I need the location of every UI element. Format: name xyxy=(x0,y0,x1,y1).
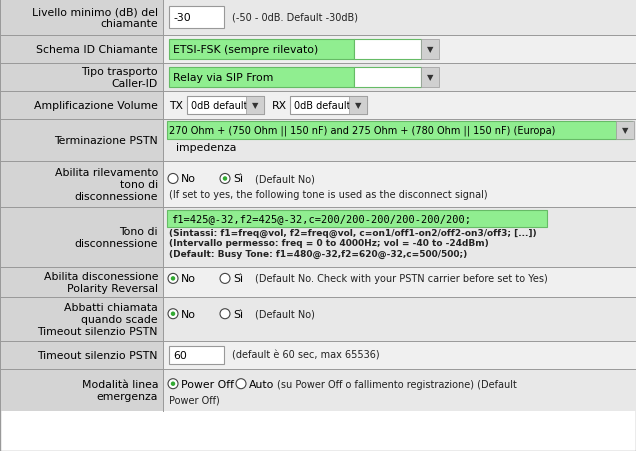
Bar xyxy=(0,341,163,369)
Bar xyxy=(163,0,636,36)
Text: Sì: Sì xyxy=(233,174,243,184)
Text: ▼: ▼ xyxy=(622,126,628,135)
Text: Relay via SIP From: Relay via SIP From xyxy=(173,73,273,83)
Text: Abilita rilevamento
tono di
disconnessione: Abilita rilevamento tono di disconnessio… xyxy=(55,168,158,201)
Text: (Intervallo permesso: freq = 0 to 4000Hz; vol = -40 to -24dBm): (Intervallo permesso: freq = 0 to 4000Hz… xyxy=(169,239,488,248)
Text: Power Off): Power Off) xyxy=(169,394,220,405)
Text: Power Off: Power Off xyxy=(181,379,234,389)
Bar xyxy=(616,122,634,139)
Bar xyxy=(163,92,636,120)
Text: Sì: Sì xyxy=(233,309,243,319)
Text: f1=425@-32,f2=425@-32,c=200/200-200/200-200/200;: f1=425@-32,f2=425@-32,c=200/200-200/200-… xyxy=(171,214,471,224)
Text: ETSI-FSK (sempre rilevato): ETSI-FSK (sempre rilevato) xyxy=(173,45,318,55)
Text: Terminazione PSTN: Terminazione PSTN xyxy=(54,136,158,146)
Bar xyxy=(0,36,163,64)
Bar xyxy=(0,0,163,36)
Text: (su Power Off o fallimento registrazione) (Default: (su Power Off o fallimento registrazione… xyxy=(277,379,517,389)
Text: (Sintassi: f1=freq@vol, f2=freq@vol, c=on1/off1-on2/off2-on3/off3; [...]): (Sintassi: f1=freq@vol, f2=freq@vol, c=o… xyxy=(169,228,537,237)
Bar xyxy=(163,297,636,341)
Text: 270 Ohm + (750 Ohm || 150 nF) and 275 Ohm + (780 Ohm || 150 nF) (Europa): 270 Ohm + (750 Ohm || 150 nF) and 275 Oh… xyxy=(169,125,555,136)
Circle shape xyxy=(170,276,176,281)
Text: (If set to yes, the following tone is used as the disconnect signal): (If set to yes, the following tone is us… xyxy=(169,190,488,200)
Text: ▼: ▼ xyxy=(355,101,361,110)
Text: (-50 - 0dB. Default -30dB): (-50 - 0dB. Default -30dB) xyxy=(232,13,358,23)
Bar xyxy=(290,97,367,115)
Text: ▼: ▼ xyxy=(427,74,433,83)
Bar xyxy=(163,267,636,297)
Bar xyxy=(246,97,264,115)
Text: (Default No. Check with your PSTN carrier before set to Yes): (Default No. Check with your PSTN carrie… xyxy=(255,274,548,284)
Circle shape xyxy=(223,177,227,181)
Text: Tono di
disconnessione: Tono di disconnessione xyxy=(74,227,158,248)
Bar xyxy=(163,341,636,369)
Bar xyxy=(167,211,547,227)
Bar xyxy=(0,297,163,341)
Text: No: No xyxy=(181,309,196,319)
Circle shape xyxy=(168,379,178,389)
Text: Schema ID Chiamante: Schema ID Chiamante xyxy=(36,45,158,55)
Bar xyxy=(0,64,163,92)
Bar xyxy=(163,207,636,267)
Circle shape xyxy=(168,274,178,284)
Text: ▼: ▼ xyxy=(427,46,433,55)
Bar xyxy=(0,120,163,161)
Text: (Default No): (Default No) xyxy=(255,174,315,184)
Text: Modalità linea
emergenza: Modalità linea emergenza xyxy=(81,379,158,401)
Circle shape xyxy=(236,379,246,389)
Circle shape xyxy=(168,309,178,319)
Bar xyxy=(0,92,163,120)
Text: Timeout silenzio PSTN: Timeout silenzio PSTN xyxy=(38,350,158,360)
Bar xyxy=(163,120,636,161)
Text: impedenza: impedenza xyxy=(169,143,237,152)
Text: No: No xyxy=(181,274,196,284)
Text: Sì: Sì xyxy=(233,274,243,284)
Circle shape xyxy=(168,174,178,184)
Bar xyxy=(0,369,163,411)
Bar xyxy=(421,68,439,87)
Bar xyxy=(163,64,636,92)
Text: (default è 60 sec, max 65536): (default è 60 sec, max 65536) xyxy=(232,350,380,360)
Bar xyxy=(0,207,163,267)
Bar xyxy=(169,40,354,60)
Text: Abilita disconessione
Polarity Reversal: Abilita disconessione Polarity Reversal xyxy=(43,272,158,293)
Bar xyxy=(354,40,421,60)
Text: Abbatti chiamata
quando scade
Timeout silenzio PSTN: Abbatti chiamata quando scade Timeout si… xyxy=(38,303,158,336)
Text: Amplificazione Volume: Amplificazione Volume xyxy=(34,101,158,111)
Circle shape xyxy=(170,382,176,386)
Circle shape xyxy=(220,274,230,284)
Bar xyxy=(163,161,636,207)
Bar xyxy=(167,122,632,139)
Text: Auto: Auto xyxy=(249,379,274,389)
Text: No: No xyxy=(181,174,196,184)
Circle shape xyxy=(220,309,230,319)
Circle shape xyxy=(220,174,230,184)
Text: RX: RX xyxy=(272,101,287,111)
Text: Livello minimo (dB) del
chiamante: Livello minimo (dB) del chiamante xyxy=(32,7,158,29)
Bar xyxy=(169,7,224,29)
Bar xyxy=(354,68,421,87)
Text: 60: 60 xyxy=(173,350,187,360)
Bar xyxy=(169,346,224,364)
Text: (Default No): (Default No) xyxy=(255,309,315,319)
Bar xyxy=(169,68,354,87)
Text: ▼: ▼ xyxy=(252,101,258,110)
Circle shape xyxy=(170,312,176,316)
Bar xyxy=(163,36,636,64)
Bar xyxy=(187,97,264,115)
Text: TX: TX xyxy=(169,101,183,111)
Text: Tipo trasporto
Caller-ID: Tipo trasporto Caller-ID xyxy=(81,67,158,88)
Bar xyxy=(163,369,636,411)
Bar xyxy=(0,161,163,207)
Text: 0dB default: 0dB default xyxy=(294,101,350,111)
Text: 0dB default: 0dB default xyxy=(191,101,247,111)
Text: -30: -30 xyxy=(173,13,191,23)
Text: (Default: Busy Tone: f1=480@-32,f2=620@-32,c=500/500;): (Default: Busy Tone: f1=480@-32,f2=620@-… xyxy=(169,250,467,259)
Bar xyxy=(421,40,439,60)
Bar xyxy=(0,267,163,297)
Bar xyxy=(349,97,367,115)
